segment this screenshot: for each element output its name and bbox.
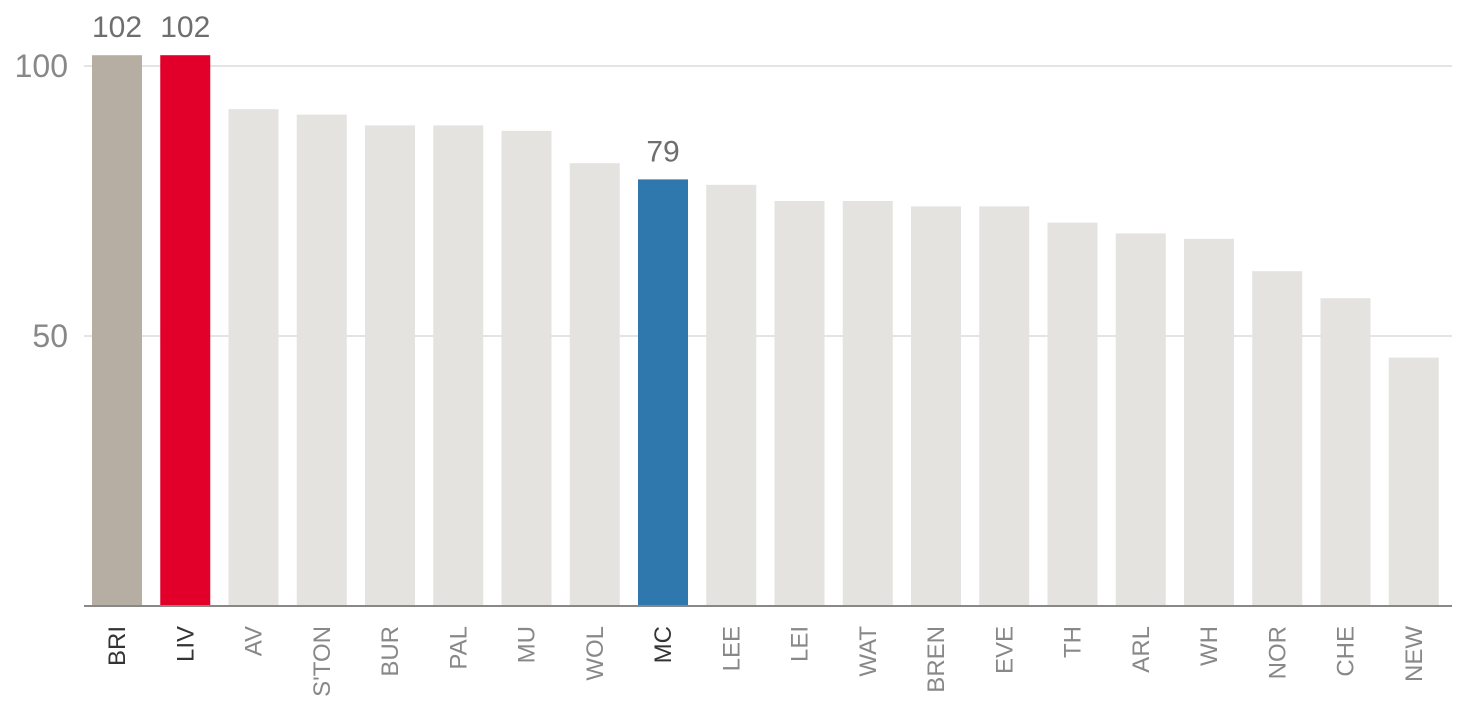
- bar-th: [1047, 222, 1098, 606]
- gridlines: [84, 65, 1452, 337]
- y-tick-label-100: 100: [15, 48, 68, 84]
- bar-pal: [433, 125, 484, 607]
- bar-che: [1320, 298, 1371, 606]
- bar-eve: [979, 206, 1030, 606]
- bar-wh: [1184, 238, 1234, 607]
- x-tick-label-nor: NOR: [1264, 626, 1291, 679]
- x-tick-label-new: NEW: [1401, 626, 1428, 682]
- x-tick-label-pal: PAL: [445, 626, 472, 670]
- bar-nor: [1252, 271, 1303, 606]
- bar-mu: [501, 130, 552, 607]
- x-tick-label-lei: LEI: [787, 626, 814, 662]
- x-axis: BRI LIV AV S'TON BUR PAL MU WOL MC LEE LEI WAT BREN E…: [104, 626, 1428, 697]
- x-tick-label-bri: BRI: [104, 626, 131, 666]
- bar-bur: [365, 125, 415, 607]
- bar-av: [228, 109, 279, 606]
- x-tick-label-lee: LEE: [718, 626, 745, 671]
- data-labels: 102 102 79: [92, 11, 680, 168]
- x-tick-label-mc: MC: [650, 626, 677, 663]
- y-axis: 50 100: [15, 48, 68, 354]
- data-label-liv: 102: [160, 11, 210, 44]
- x-tick-label-av: AV: [241, 626, 268, 656]
- bar-new: [1388, 357, 1439, 606]
- bar-bri: [92, 55, 142, 606]
- x-tick-label-eve: EVE: [991, 626, 1018, 674]
- bar-lee: [706, 184, 757, 607]
- x-tick-label-wol: WOL: [582, 626, 609, 681]
- x-tick-label-liv: LIV: [172, 626, 199, 662]
- bar-ston: [296, 114, 347, 606]
- x-tick-label-bren: BREN: [923, 626, 950, 693]
- x-tick-label-bur: BUR: [377, 626, 404, 677]
- x-tick-label-che: CHE: [1333, 626, 1360, 677]
- y-tick-label-50: 50: [32, 318, 68, 354]
- x-tick-label-wat: WAT: [855, 626, 882, 677]
- bar-bren: [911, 206, 961, 606]
- x-tick-label-th: TH: [1060, 626, 1087, 658]
- x-tick-label-arl: ARL: [1128, 626, 1155, 673]
- data-label-bri: 102: [92, 11, 142, 44]
- data-label-mc: 79: [646, 135, 679, 168]
- x-tick-label-mu: MU: [514, 626, 541, 663]
- bar-lei: [774, 201, 825, 606]
- bar-liv: [160, 55, 211, 606]
- bars: [92, 55, 1439, 607]
- bar-wol: [569, 163, 620, 606]
- x-tick-label-ston: S'TON: [309, 626, 336, 697]
- bar-arl: [1115, 233, 1166, 606]
- bar-mc: [638, 179, 688, 606]
- x-tick-label-wh: WH: [1196, 626, 1223, 666]
- bar-wat: [842, 201, 893, 606]
